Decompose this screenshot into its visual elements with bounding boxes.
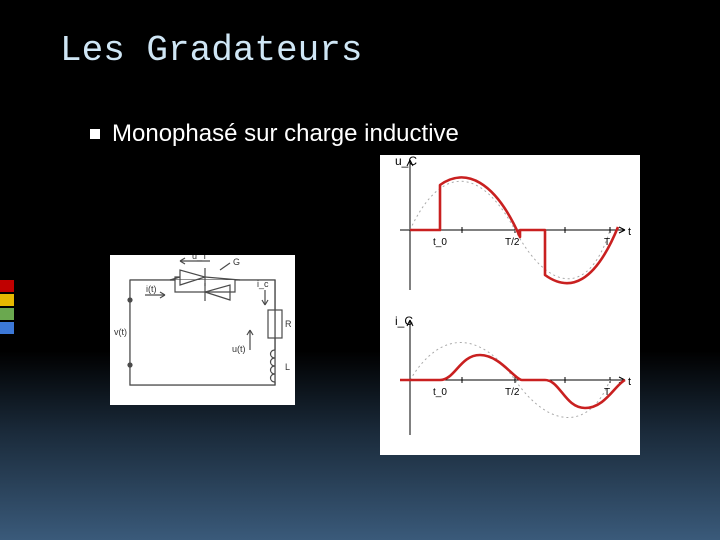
uc-T2: T/2 xyxy=(505,237,520,248)
label-gate: G xyxy=(233,257,240,267)
bullet-text: Monophasé sur charge inductive xyxy=(112,120,459,148)
ic-T2: T/2 xyxy=(505,387,520,398)
uc-t0: t_0 xyxy=(433,237,447,248)
slide: Les Gradateurs Monophasé sur charge indu… xyxy=(0,0,720,540)
label-it: i(t) xyxy=(146,284,157,294)
square-bullet-icon xyxy=(90,129,100,139)
accent-bar-4 xyxy=(0,322,14,334)
ic-T: T xyxy=(604,387,610,398)
uc-T: T xyxy=(604,237,610,248)
waveform-charts: u_C t_0 T/2 T t i_C t_ xyxy=(380,155,640,455)
label-ut: u_T xyxy=(192,255,208,261)
uc-taxis: t xyxy=(628,226,631,238)
accent-bar-1 xyxy=(0,280,14,292)
label-vt: v(t) xyxy=(114,327,127,337)
label-uout: u(t) xyxy=(232,344,246,354)
accent-bar-2 xyxy=(0,294,14,306)
slide-title: Les Gradateurs xyxy=(60,30,362,71)
ic-ylabel: i_C xyxy=(395,314,413,328)
label-L: L xyxy=(285,362,290,372)
accent-stripes xyxy=(0,280,20,336)
bullet-item: Monophasé sur charge inductive xyxy=(90,120,459,148)
circuit-diagram: u_T G i(t) v(t) i_c R u(t) L xyxy=(110,255,295,405)
label-R: R xyxy=(285,319,292,329)
label-ic: i_c xyxy=(257,279,269,289)
ic-taxis: t xyxy=(628,376,631,388)
accent-bar-3 xyxy=(0,308,14,320)
uc-ylabel: u_C xyxy=(395,155,417,168)
ic-t0: t_0 xyxy=(433,387,447,398)
